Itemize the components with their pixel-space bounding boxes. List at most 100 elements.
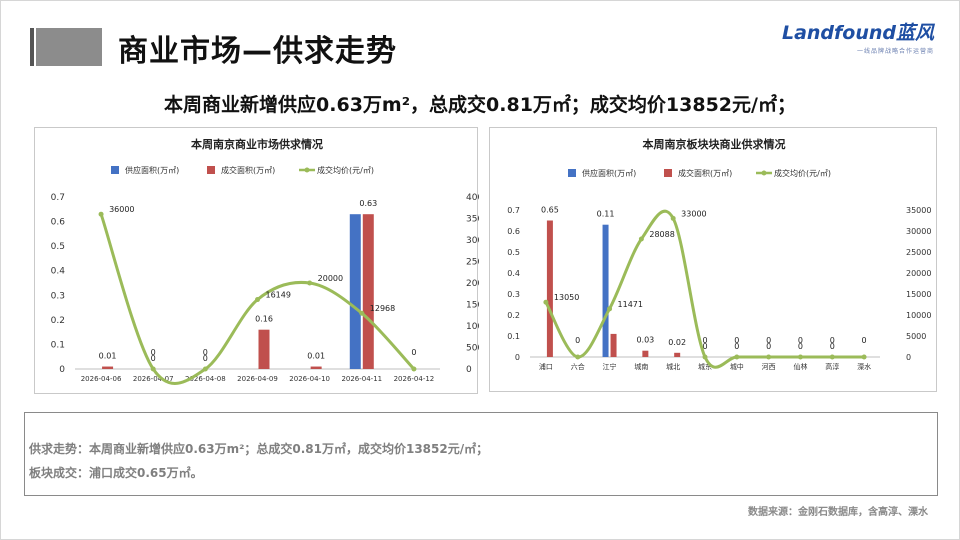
bar-data-label: 0 <box>203 354 208 363</box>
right-axis-tick-label: 30000 <box>466 236 479 246</box>
price-point <box>307 280 313 286</box>
x-axis-tick-label: 河西 <box>762 363 776 371</box>
deal-bar <box>362 214 374 369</box>
price-line <box>544 209 865 369</box>
x-axis-tick-label: 2026-04-09 <box>237 375 278 383</box>
x-axis-tick-label: 六合 <box>571 362 585 371</box>
price-point <box>607 306 613 312</box>
x-axis-tick-label: 城中 <box>730 362 744 371</box>
bar-data-label: 0.11 <box>597 210 615 219</box>
right-axis-tick-label: 15000 <box>906 290 931 299</box>
price-data-label: 0 <box>798 336 803 345</box>
left-axis-tick-label: 0.1 <box>507 332 520 341</box>
price-data-label: 20000 <box>318 274 343 283</box>
price-data-label: 13050 <box>554 293 579 302</box>
left-axis-tick-label: 0.7 <box>51 193 65 203</box>
bar-data-label: 0.16 <box>255 315 273 324</box>
left-axis-tick-label: 0.3 <box>507 290 520 299</box>
bar-data-label: 0 <box>830 342 835 351</box>
data-source-note: 数据来源：金刚石数据库，含高淳、溧水 <box>748 507 928 518</box>
price-point <box>670 215 676 221</box>
district-supply-demand-chart: 本周南京板块块商业供求情况 供应面积(万㎡) 成交面积(万㎡) 成交均价(元/㎡) 0 0… <box>489 127 937 392</box>
left-axis-tick-label: 0.1 <box>51 340 65 350</box>
price-data-label: 0 <box>734 336 739 345</box>
bar-data-label: 0 <box>151 354 156 363</box>
x-axis-tick-label: 仙林 <box>793 362 807 371</box>
price-data-label: 28088 <box>649 230 674 239</box>
legend-swatch <box>568 169 576 177</box>
left-axis-tick-label: 0 <box>515 353 520 362</box>
x-axis-tick-label: 高淳 <box>825 362 839 371</box>
legend-swatch <box>207 166 215 174</box>
price-data-label: 0 <box>411 348 416 357</box>
x-axis-tick-label: 2026-04-10 <box>289 375 330 383</box>
summary-trend-line: 供求走势：本周商业新增供应0.63万m²；总成交0.81万㎡，成交均价13852… <box>29 442 489 456</box>
legend-label: 成交面积(万㎡) <box>678 168 732 178</box>
bar-data-label: 0 <box>734 342 739 351</box>
price-point <box>766 354 772 360</box>
price-point <box>411 366 417 372</box>
brand-logo: Landfound蓝风 一线品牌战略合作运营商 <box>782 18 934 55</box>
price-data-label: 36000 <box>109 205 134 214</box>
deal-bar <box>310 366 322 369</box>
summary-district-line: 板块成交：浦口成交0.65万㎡。 <box>29 466 203 480</box>
left-axis-tick-label: 0.7 <box>507 206 520 215</box>
price-point <box>575 354 581 360</box>
bar-data-label: 0.01 <box>307 352 325 361</box>
x-axis-tick-label: 溧水 <box>857 362 871 371</box>
price-data-label: 0 <box>702 336 707 345</box>
right-axis-tick-label: 25000 <box>466 258 479 268</box>
bar-data-label: 0 <box>798 342 803 351</box>
price-point <box>255 297 260 303</box>
title-accent-strip <box>30 28 34 66</box>
legend-label: 成交均价(元/㎡) <box>774 168 831 178</box>
right-axis-tick-label: 15000 <box>466 301 479 311</box>
right-axis-tick-label: 0 <box>466 365 472 375</box>
price-point <box>638 236 644 242</box>
deal-bar <box>102 366 114 369</box>
market-supply-demand-chart: 本周南京商业市场供求情况 供应面积(万㎡) 成交面积(万㎡) 成交均价(元/㎡) 0 0.… <box>34 127 479 394</box>
x-axis-tick-label: 2026-04-08 <box>185 375 226 383</box>
x-axis-tick-label: 2026-04-12 <box>394 375 435 383</box>
price-data-label: 0 <box>766 336 771 345</box>
legend-swatch <box>111 166 119 174</box>
right-axis-tick-label: 30000 <box>906 227 931 236</box>
right-axis-tick-label: 35000 <box>466 215 479 225</box>
bar-data-label: 0.01 <box>99 352 117 361</box>
right-axis-tick-label: 5000 <box>466 344 479 354</box>
price-point <box>543 299 549 305</box>
price-data-label: 0 <box>203 348 208 357</box>
supply-bar <box>602 224 609 357</box>
right-axis-tick-label: 20000 <box>906 269 931 278</box>
deal-bar <box>642 350 649 357</box>
price-point <box>150 366 156 372</box>
x-axis-tick-label: 2026-04-06 <box>81 375 122 383</box>
right-axis-tick-label: 10000 <box>906 311 931 320</box>
right-axis-tick-label: 10000 <box>466 322 479 332</box>
price-point <box>702 354 708 360</box>
left-axis-tick-label: 0.6 <box>507 227 520 236</box>
x-axis-tick-label: 2026-04-11 <box>341 375 382 383</box>
price-data-label: 16149 <box>266 291 291 300</box>
title-accent-block <box>36 28 102 66</box>
x-axis-tick-label: 江宁 <box>603 362 617 371</box>
legend-marker <box>304 167 310 173</box>
brand-logo-text: Landfound蓝风 <box>781 22 934 44</box>
legend-swatch <box>664 169 672 177</box>
price-data-label: 0 <box>830 336 835 345</box>
price-point <box>98 211 104 217</box>
left-axis-tick-label: 0.5 <box>507 248 520 257</box>
price-point <box>861 354 867 360</box>
left-axis-tick-label: 0.4 <box>507 269 520 278</box>
legend-label: 供应面积(万㎡) <box>125 165 179 175</box>
price-data-label: 0 <box>575 336 580 345</box>
chart-title: 本周南京板块块商业供求情况 <box>643 137 786 151</box>
bar-data-label: 0.02 <box>668 338 686 347</box>
bar-data-label: 0.65 <box>541 206 559 215</box>
left-axis-tick-label: 0.3 <box>51 291 65 301</box>
supply-bar <box>349 214 361 369</box>
x-axis-tick-label: 2026-04-07 <box>133 375 174 383</box>
deal-bar <box>610 333 617 357</box>
left-axis-tick-label: 0 <box>59 365 65 375</box>
